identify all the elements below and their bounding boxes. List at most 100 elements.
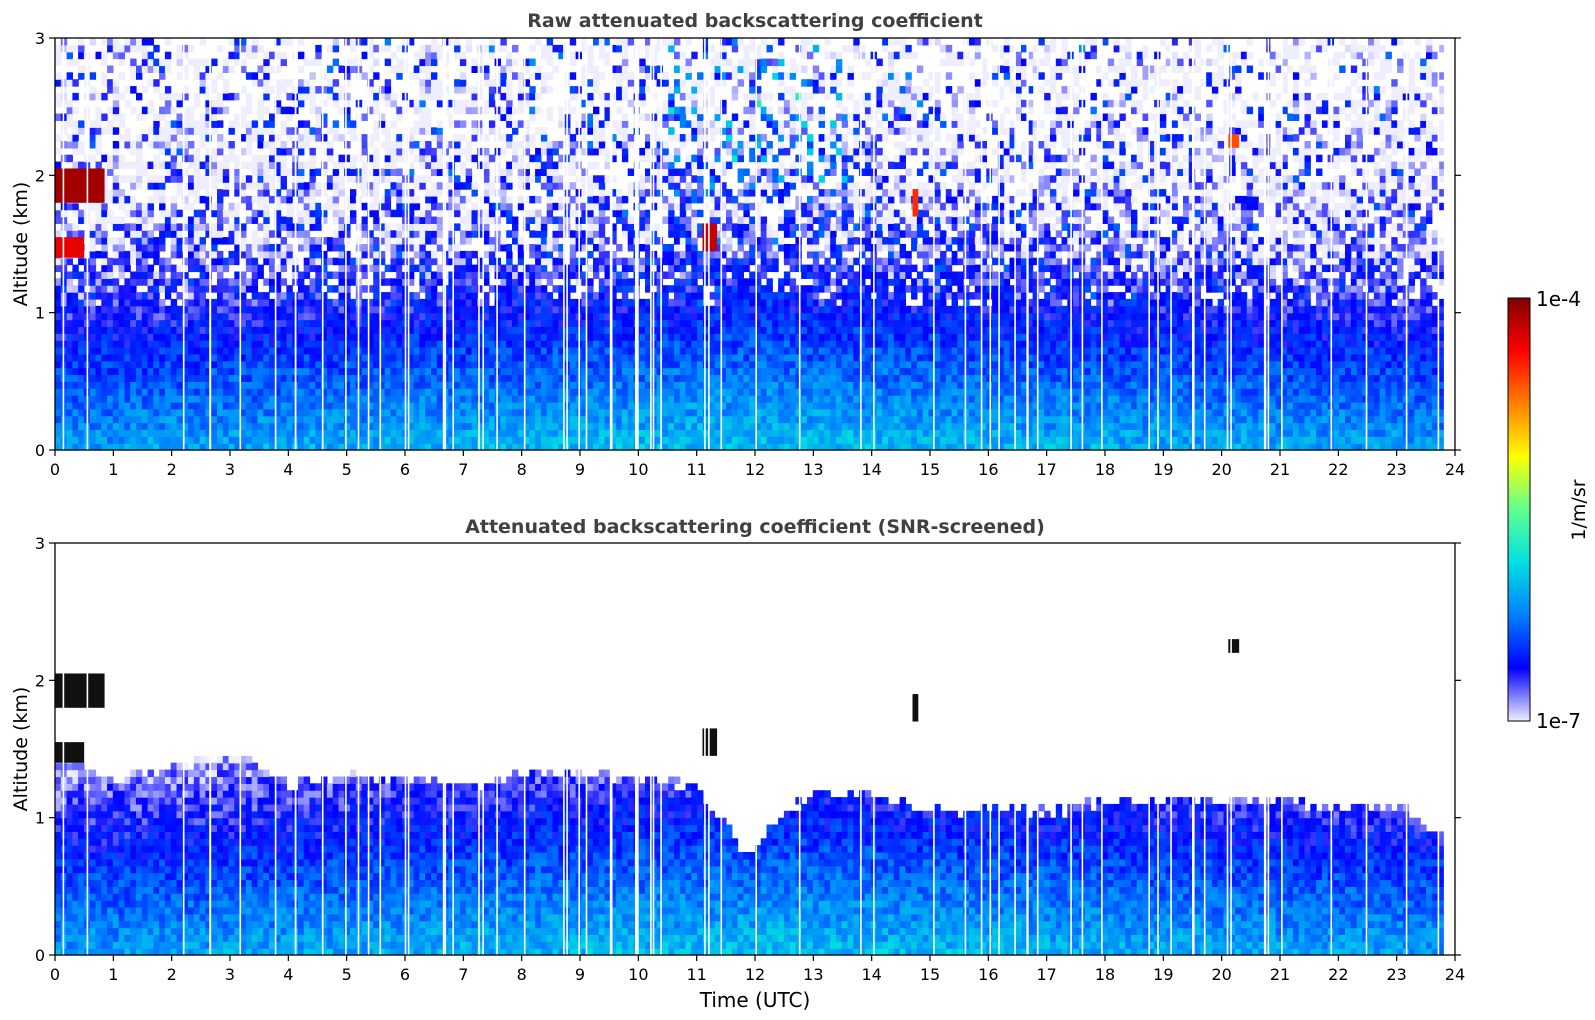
heatmap-cell <box>587 313 593 320</box>
heatmap-cell <box>460 381 466 388</box>
heatmap-cell <box>310 100 316 107</box>
heatmap-cell <box>628 354 634 361</box>
heatmap-cell <box>639 423 645 430</box>
heatmap-cell <box>310 306 316 313</box>
heatmap-cell <box>657 223 663 230</box>
heatmap-cell <box>165 368 171 375</box>
heatmap-cell <box>414 416 420 423</box>
heatmap-cell <box>90 409 96 416</box>
heatmap-cell <box>639 100 645 107</box>
heatmap-cell <box>200 278 206 285</box>
heatmap-cell <box>593 223 599 230</box>
heatmap-cell <box>599 230 605 237</box>
heatmap-cell <box>639 375 645 382</box>
heatmap-cell <box>385 333 391 340</box>
heatmap-cell <box>460 416 466 423</box>
heatmap-cell <box>310 278 316 285</box>
heatmap-cell <box>437 272 443 279</box>
heatmap-cell <box>96 388 102 395</box>
heatmap-cell <box>229 306 235 313</box>
heatmap-cell <box>90 223 96 230</box>
heatmap-cell <box>541 148 547 155</box>
heatmap-cell <box>396 45 402 52</box>
heatmap-cell <box>414 203 420 210</box>
heatmap-cell <box>55 340 61 347</box>
heatmap-cell <box>148 278 154 285</box>
heatmap-cell <box>518 107 524 114</box>
heatmap-cell <box>119 217 125 224</box>
heatmap-cell <box>194 306 200 313</box>
heatmap-cell <box>136 340 142 347</box>
heatmap-cell <box>188 141 194 148</box>
heatmap-cell <box>587 306 593 313</box>
heatmap-cell <box>333 340 339 347</box>
heatmap-cell <box>159 127 165 134</box>
heatmap-cell <box>263 436 269 443</box>
heatmap-cell <box>373 120 379 127</box>
heatmap-cell <box>535 230 541 237</box>
heatmap-cell <box>229 340 235 347</box>
heatmap-cell <box>419 66 425 73</box>
heatmap-cell <box>229 258 235 265</box>
heatmap-cell <box>130 162 136 169</box>
heatmap-cell <box>414 265 420 272</box>
heatmap-cell <box>425 86 431 93</box>
heatmap-cell <box>258 107 264 114</box>
heatmap-cell <box>489 155 495 162</box>
heatmap-cell <box>518 120 524 127</box>
heatmap-cell <box>55 59 61 66</box>
heatmap-cell <box>333 313 339 320</box>
heatmap-cell <box>281 237 287 244</box>
heatmap-cell <box>153 388 159 395</box>
heatmap-cell <box>310 375 316 382</box>
heatmap-cell <box>159 326 165 333</box>
heatmap-cell <box>570 306 576 313</box>
heatmap-cell <box>466 169 472 176</box>
heatmap-cell <box>506 423 512 430</box>
heatmap-cell <box>78 148 84 155</box>
heatmap-cell <box>298 402 304 409</box>
heatmap-cell <box>460 120 466 127</box>
heatmap-cell <box>460 162 466 169</box>
heatmap-cell <box>171 272 177 279</box>
heatmap-cell <box>171 134 177 141</box>
heatmap-cell <box>177 306 183 313</box>
heatmap-cell <box>217 436 223 443</box>
heatmap-cell <box>55 100 61 107</box>
heatmap-cell <box>78 306 84 313</box>
heatmap-cell <box>124 223 130 230</box>
heatmap-cell <box>55 381 61 388</box>
heatmap-cell <box>67 120 73 127</box>
heatmap-cell <box>310 134 316 141</box>
heatmap-cell <box>136 368 142 375</box>
heatmap-cell <box>362 313 368 320</box>
heatmap-cell <box>414 196 420 203</box>
heatmap-cell <box>593 272 599 279</box>
heatmap-cell <box>616 196 622 203</box>
heatmap-cell <box>541 333 547 340</box>
heatmap-cell <box>90 375 96 382</box>
heatmap-cell <box>153 429 159 436</box>
heatmap-cell <box>333 175 339 182</box>
heatmap-cell <box>425 237 431 244</box>
heatmap-cell <box>419 320 425 327</box>
heatmap-cell <box>431 402 437 409</box>
heatmap-cell <box>211 258 217 265</box>
heatmap-cell <box>333 381 339 388</box>
heatmap-cell <box>391 361 397 368</box>
heatmap-cell <box>101 409 107 416</box>
heatmap-cell <box>310 285 316 292</box>
heatmap-cell <box>246 203 252 210</box>
heatmap-cell <box>55 402 61 409</box>
heatmap-cell <box>622 306 628 313</box>
heatmap-cell <box>668 258 674 265</box>
heatmap-cell <box>194 217 200 224</box>
heatmap-cell <box>362 52 368 59</box>
heatmap-cell <box>541 395 547 402</box>
heatmap-cell <box>136 381 142 388</box>
heatmap-cell <box>419 299 425 306</box>
heatmap-cell <box>668 361 674 368</box>
heatmap-cell <box>529 155 535 162</box>
heatmap-cell <box>90 423 96 430</box>
heatmap-cell <box>333 416 339 423</box>
